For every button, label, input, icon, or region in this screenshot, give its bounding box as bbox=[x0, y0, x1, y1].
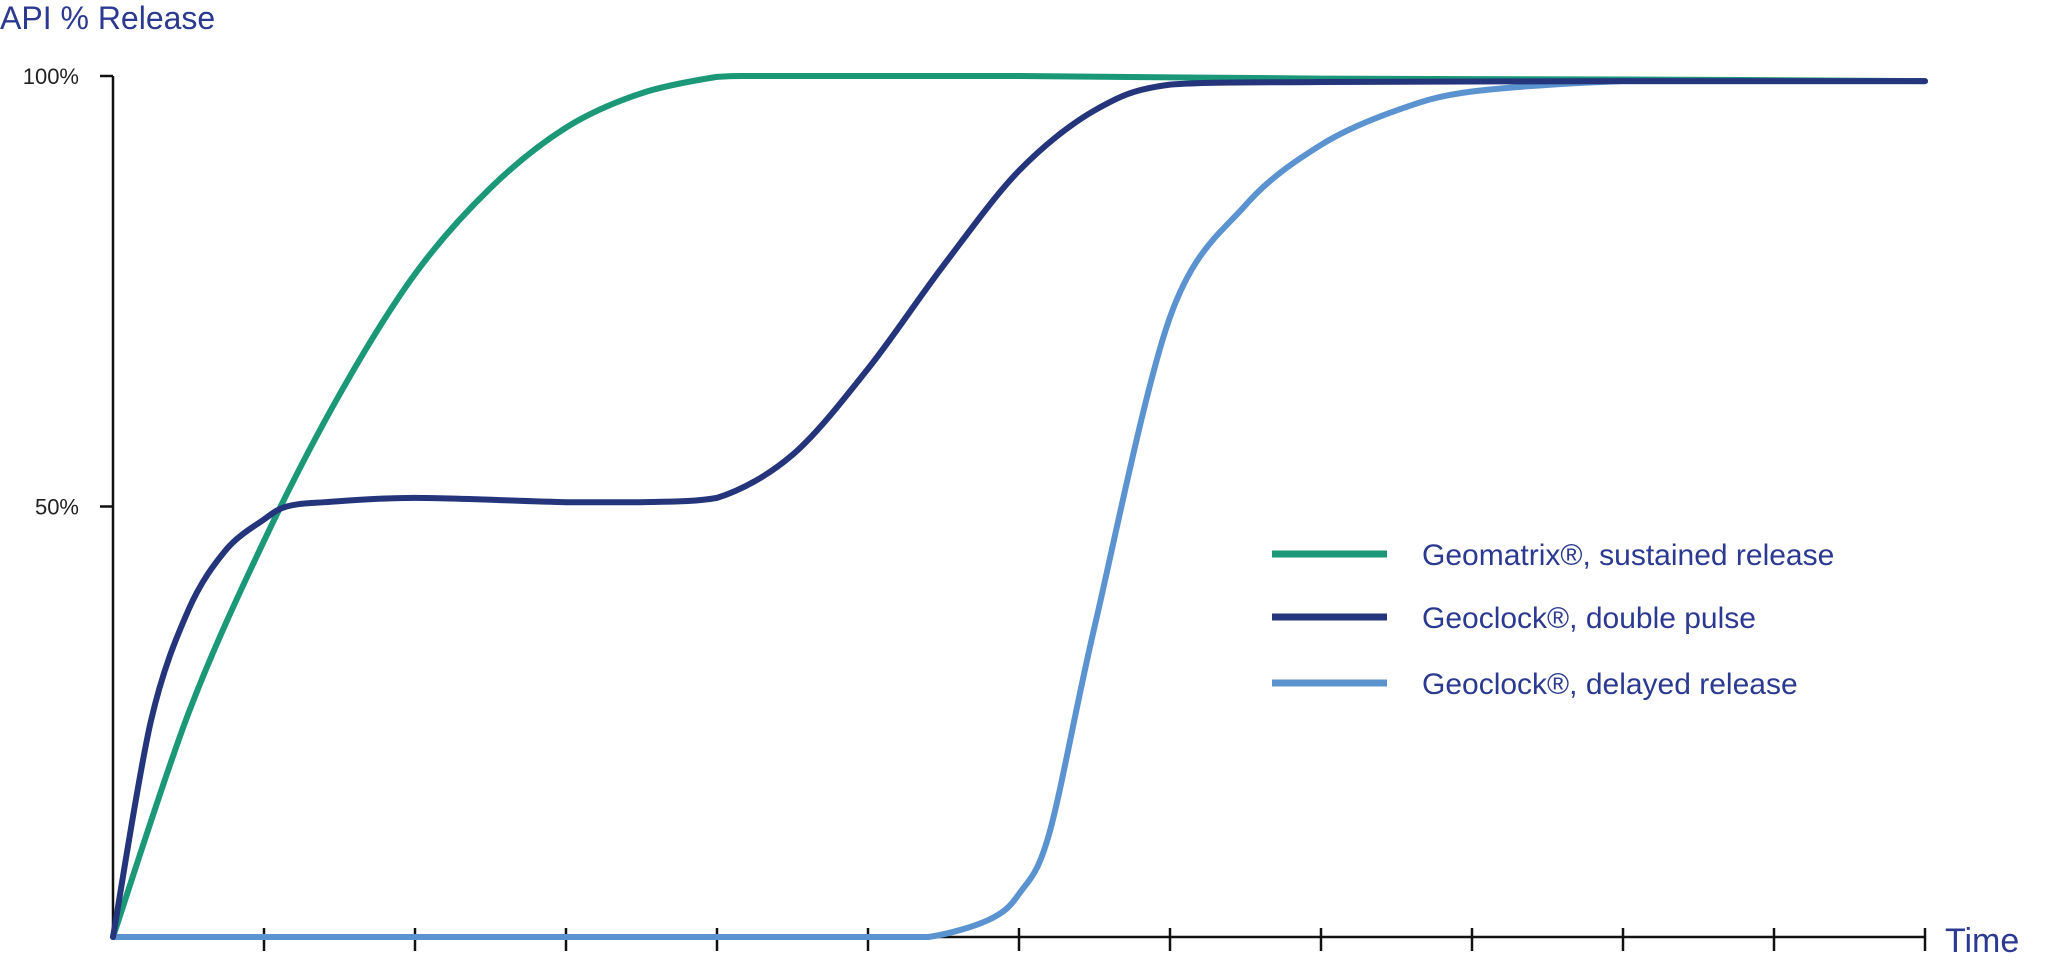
legend: Geomatrix®, sustained release Geoclock®, … bbox=[1272, 539, 1834, 701]
legend-label: Geomatrix®, sustained release bbox=[1422, 539, 1834, 572]
legend-label: Geoclock®, delayed release bbox=[1422, 668, 1798, 701]
y-tick-label: 50% bbox=[35, 495, 79, 520]
y-ticks: 100% 50% bbox=[23, 64, 113, 520]
x-axis-title: Time bbox=[1945, 922, 2019, 960]
legend-label: Geoclock®, double pulse bbox=[1422, 602, 1756, 635]
series-line-double-pulse bbox=[110, 78, 1928, 940]
series-line-delayed-release bbox=[110, 78, 1928, 941]
series-line-sustained-release bbox=[110, 72, 1928, 940]
y-axis-title: API % Release bbox=[0, 0, 215, 36]
y-tick-label: 100% bbox=[23, 64, 79, 89]
legend-item-sustained-release: Geomatrix®, sustained release bbox=[1272, 539, 1834, 572]
legend-item-double-pulse: Geoclock®, double pulse bbox=[1272, 602, 1756, 635]
legend-item-delayed-release: Geoclock®, delayed release bbox=[1272, 668, 1798, 701]
series-layer bbox=[110, 72, 1928, 941]
